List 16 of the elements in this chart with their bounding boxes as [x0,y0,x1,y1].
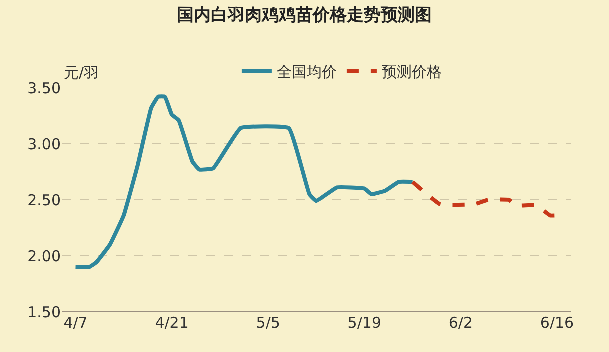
y-tick-label: 1.50 [28,303,61,322]
x-tick-label: 4/21 [155,314,189,332]
x-tick-label: 4/7 [64,314,88,332]
line-series [74,94,415,270]
x-tick-label: 6/16 [540,314,574,332]
x-tick-label: 5/5 [256,314,280,332]
y-tick-label: 2.50 [28,191,61,210]
y-tick-label: 3.00 [28,135,61,154]
y-tick-label: 2.00 [28,247,61,266]
x-tick-label: 6/2 [448,314,474,332]
y-tick-label: 3.50 [28,79,61,98]
legend-label: 预测价格 [382,63,442,82]
x-tick-label: 5/19 [348,314,382,332]
chart-title: 国内白羽肉鸡鸡苗价格走势预测图 [177,6,432,26]
y-axis-title: 元/羽 [64,64,100,82]
legend-label: 全国均价 [276,63,337,82]
